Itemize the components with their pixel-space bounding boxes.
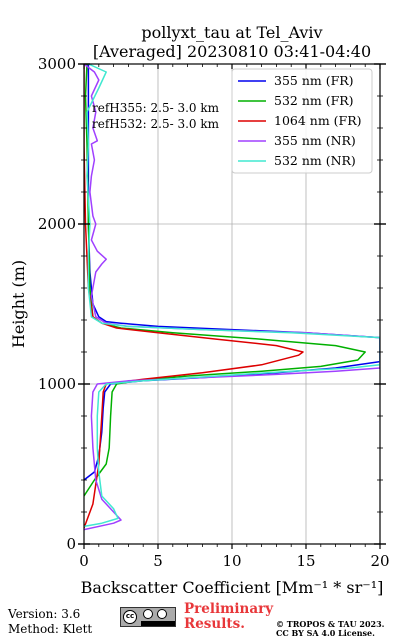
license-strip xyxy=(141,621,175,626)
copyright-notice: © TROPOS & TAU 2023. CC BY SA 4.0 Licens… xyxy=(276,620,384,638)
series-line-4 xyxy=(84,64,380,528)
x-axis-label: Backscatter Coefficient [Mm⁻¹ * sr⁻¹] xyxy=(81,578,384,597)
y-axis-label: Height (m) xyxy=(9,260,28,348)
annotation-refh532: refH532: 2.5- 3.0 km xyxy=(92,117,220,131)
annotation-refh355: refH355: 2.5- 3.0 km xyxy=(92,101,220,115)
backscatter-chart: pollyxt_tau at Tel_Aviv [Averaged] 20230… xyxy=(9,23,390,597)
by-icon xyxy=(143,609,153,619)
version-text: Version: 3.6 xyxy=(8,607,81,621)
method-text: Method: Klett xyxy=(8,622,93,636)
legend-label-3: 355 nm (NR) xyxy=(274,133,356,148)
series-layer xyxy=(84,64,380,531)
tick-labels: 0 5 10 15 20 0 1000 2000 3000 xyxy=(38,55,390,570)
legend: 355 nm (FR) 532 nm (FR) 1064 nm (FR) 355 nm… xyxy=(231,68,373,174)
cc-icon: cc xyxy=(123,610,137,624)
preliminary-line-1: Preliminary xyxy=(184,601,274,617)
y-tick-label: 0 xyxy=(66,535,76,553)
legend-label-1: 532 nm (FR) xyxy=(274,93,354,108)
y-tick-label: 2000 xyxy=(38,215,76,233)
legend-label-0: 355 nm (FR) xyxy=(274,73,354,88)
x-tick-label: 5 xyxy=(153,552,163,570)
ticks xyxy=(78,63,386,549)
x-tick-label: 15 xyxy=(296,552,315,570)
copyright-line-1: © TROPOS & TAU 2023. xyxy=(276,619,385,629)
copyright-line-2: CC BY SA 4.0 License. xyxy=(276,628,375,638)
version-info: Version: 3.6 Method: Klett xyxy=(8,607,92,637)
y-tick-label: 3000 xyxy=(38,55,76,73)
preliminary-results-notice: Preliminary Results. xyxy=(184,602,273,632)
x-tick-label: 10 xyxy=(222,552,241,570)
legend-label-2: 1064 nm (FR) xyxy=(274,113,362,128)
cc-license-logo: cc xyxy=(120,607,176,627)
x-tick-label: 20 xyxy=(370,552,389,570)
series-line-3 xyxy=(84,64,380,531)
chart-subtitle: [Averaged] 20230810 03:41-04:40 xyxy=(93,42,371,61)
series-line-1 xyxy=(84,64,366,497)
legend-label-4: 532 nm (NR) xyxy=(274,153,356,168)
y-tick-label: 1000 xyxy=(38,375,76,393)
sa-icon xyxy=(157,609,167,619)
legend-box xyxy=(231,68,373,174)
x-tick-label: 0 xyxy=(79,552,89,570)
chart-title: pollyxt_tau at Tel_Aviv xyxy=(141,23,322,42)
preliminary-line-2: Results. xyxy=(184,616,245,632)
